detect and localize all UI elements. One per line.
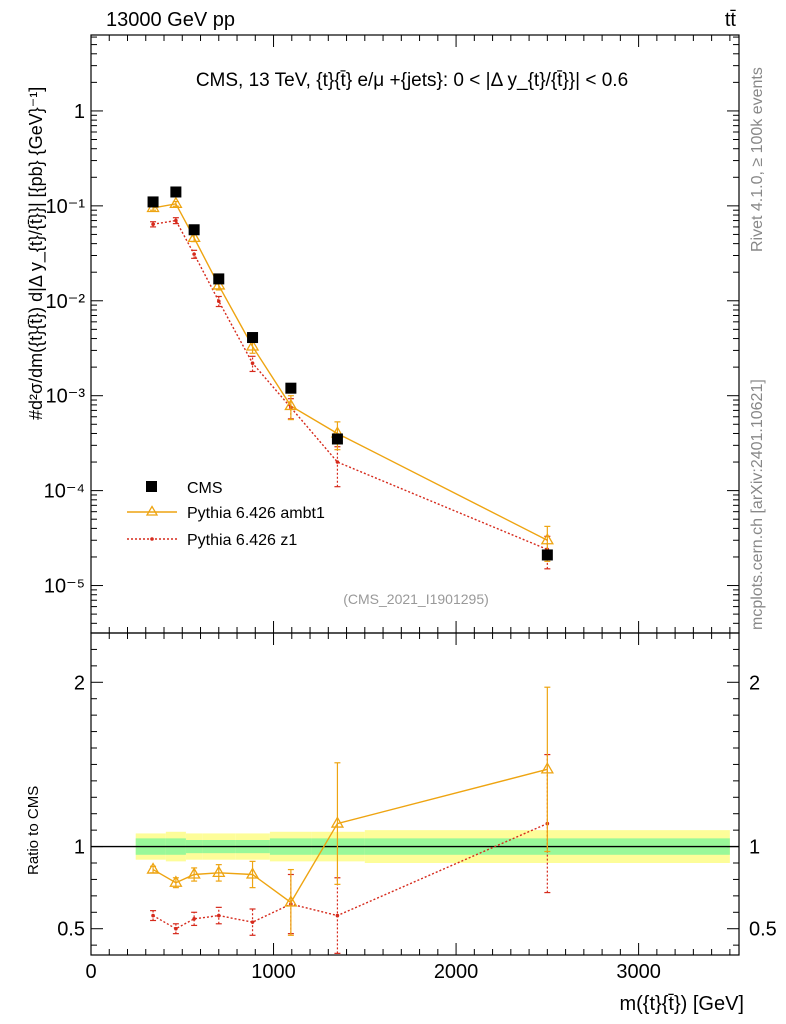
ratio-z1-point bbox=[335, 913, 340, 918]
x-tick-label: 3000 bbox=[616, 961, 661, 983]
legend-z1-label: Pythia 6.426 z1 bbox=[187, 532, 297, 549]
ratio-y-tick-label: 2 bbox=[74, 672, 85, 694]
x-tick-label: 1000 bbox=[251, 961, 296, 983]
ratio-z1-point bbox=[250, 920, 255, 924]
ratio-y-tick-label: 0.5 bbox=[57, 919, 85, 941]
y-tick-label: 1 bbox=[74, 101, 85, 123]
ratio-z1-point bbox=[151, 913, 155, 918]
ratio-panel: Ratio to CMS 0.5 0.5 1 1 2 2 0 1000 2000 3000 m(… bbox=[25, 632, 777, 1015]
cms-data-point bbox=[170, 186, 182, 198]
x-tick-label: 2000 bbox=[434, 961, 479, 983]
ratio-z1-line bbox=[152, 822, 548, 930]
ambt1-point bbox=[284, 398, 298, 411]
ratio-ambt1-point bbox=[212, 865, 226, 878]
x-axis-label: m({t}{t̄}) [GeV] bbox=[619, 993, 744, 1015]
ambt1-point bbox=[540, 532, 554, 545]
x-tick-labels: 0 1000 2000 3000 bbox=[85, 961, 660, 983]
cms-data-point bbox=[331, 433, 343, 445]
beam-label: 13000 GeV pp bbox=[106, 9, 235, 31]
z1-point bbox=[192, 252, 196, 256]
z1-point bbox=[174, 218, 178, 223]
legend: CMS Pythia 6.426 ambt1 Pythia 6.426 z1 bbox=[127, 480, 325, 549]
legend-ambt1-label: Pythia 6.426 ambt1 bbox=[187, 505, 325, 522]
watermark: (CMS_2021_I1901295) bbox=[343, 591, 489, 607]
legend-ambt1-marker bbox=[145, 505, 159, 516]
legend-cms-label: CMS bbox=[187, 480, 223, 497]
ratio-ambt1-point bbox=[284, 895, 298, 907]
y-tick-label: 10⁻¹ bbox=[46, 196, 86, 218]
cms-data-point bbox=[541, 549, 553, 561]
legend-cms-marker bbox=[146, 481, 157, 492]
main-panel: CMS, 13 TeV, {t}{t̄} e/μ +{jets}: 0 < |Δ… bbox=[26, 34, 740, 634]
ratio-ambt1-point bbox=[187, 867, 201, 879]
y-tick-label: 10⁻² bbox=[46, 291, 86, 313]
ratio-y-tick-label-right: 2 bbox=[749, 672, 760, 694]
main-axis-ticks bbox=[90, 35, 739, 633]
main-y-tick-labels: 1 10⁻¹ 10⁻² 10⁻³ 10⁻⁴ 10⁻⁵ bbox=[44, 101, 86, 598]
cms-data-point bbox=[188, 224, 200, 236]
ambt1-point bbox=[245, 339, 260, 351]
cms-data-point bbox=[247, 332, 259, 344]
mcplots-label: mcplots.cern.ch [arXiv:2401.10621] bbox=[749, 379, 766, 630]
z1-point bbox=[151, 222, 155, 227]
ratio-ambt1-point bbox=[330, 816, 345, 828]
ratio-plot-frame bbox=[90, 632, 740, 956]
y-tick-label: 10⁻⁵ bbox=[44, 576, 85, 598]
x-tick-label: 0 bbox=[85, 961, 96, 983]
ratio-ambt1-point bbox=[245, 867, 260, 879]
z1-point bbox=[335, 460, 340, 464]
ratio-series-group bbox=[146, 686, 554, 954]
z1-point bbox=[216, 299, 221, 303]
cms-data-point bbox=[285, 382, 297, 394]
cms-data-point bbox=[213, 273, 225, 285]
ambt1-point bbox=[169, 196, 183, 208]
ratio-axis-ticks bbox=[90, 633, 739, 955]
ratio-y-tick-label-right: 1 bbox=[749, 837, 760, 859]
y-tick-label: 10⁻³ bbox=[46, 386, 86, 408]
ratio-z1-point bbox=[216, 913, 221, 918]
z1-point bbox=[250, 361, 255, 365]
ambt1-line bbox=[152, 203, 548, 541]
process-label: tt̄ bbox=[725, 9, 737, 31]
main-series-group bbox=[146, 186, 554, 570]
ratio-ambt1-point bbox=[146, 862, 160, 874]
y-axis-label: #d²σ/dm({t}{t̄}) d|Δ y_{t}/{t̄}}| [{pb} … bbox=[26, 87, 47, 420]
ratio-y-tick-label: 1 bbox=[74, 837, 85, 859]
cms-data-point bbox=[147, 196, 159, 208]
main-title: CMS, 13 TeV, {t}{t̄} e/μ +{jets}: 0 < |Δ… bbox=[196, 70, 628, 91]
ratio-z1-point bbox=[174, 926, 178, 931]
z1-line bbox=[152, 219, 548, 551]
rivet-version-label: Rivet 4.1.0, ≥ 100k events bbox=[749, 67, 766, 252]
ratio-ambt1-point bbox=[540, 762, 554, 774]
ratio-z1-point bbox=[192, 917, 196, 921]
ratio-y-axis-label: Ratio to CMS bbox=[25, 786, 42, 875]
ratio-y-tick-label-right: 0.5 bbox=[749, 919, 777, 941]
ambt1-point bbox=[187, 230, 201, 243]
ratio-ambt1-point bbox=[169, 875, 183, 887]
y-tick-label: 10⁻⁴ bbox=[44, 481, 85, 503]
legend-z1-marker bbox=[150, 537, 154, 541]
ratio-y-tick-labels: 0.5 0.5 1 1 2 2 bbox=[57, 672, 777, 940]
